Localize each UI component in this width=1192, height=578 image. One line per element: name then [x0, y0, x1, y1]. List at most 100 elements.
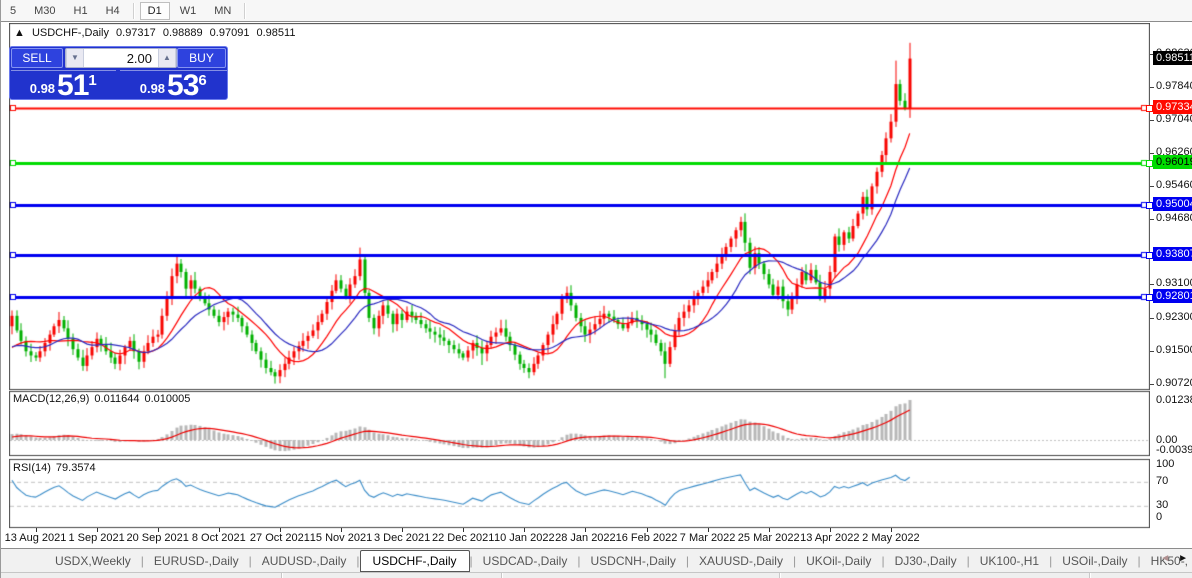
- ohlc-open: 0.97317: [116, 27, 156, 39]
- date-tick-mark: [890, 528, 892, 532]
- macd-axis-label: 0.00: [1156, 434, 1178, 446]
- tab-usdchf-daily[interactable]: USDCHF-,Daily: [359, 549, 470, 572]
- date-label: 3 Dec 2021: [373, 532, 431, 544]
- level-axis-marker: [1146, 104, 1153, 112]
- date-label: 2 May 2022: [862, 532, 920, 544]
- date-label: 28 Jan 2022: [555, 532, 616, 544]
- tab-uk100-h1[interactable]: UK100-,H1: [979, 553, 1040, 568]
- date-label: 1 Sep 2021: [68, 532, 125, 544]
- tab-separator: |: [881, 553, 885, 568]
- tab-separator: |: [577, 553, 581, 568]
- status-separator: [1089, 573, 1091, 578]
- ohlc-close: 0.98511: [256, 27, 296, 39]
- level-price-box: 0.92801: [1153, 288, 1192, 303]
- status-strip: [1, 572, 1192, 578]
- date-label: 20 Sep 2021: [126, 532, 189, 544]
- price-tick-mark: [1150, 383, 1154, 385]
- ohlc-high: 0.98889: [162, 27, 203, 39]
- date-tick-mark: [646, 528, 648, 532]
- level-axis-marker: [1146, 202, 1153, 209]
- date-tick-mark: [463, 528, 465, 532]
- macd-axis-label: 0.012387: [1156, 394, 1192, 406]
- tab-eurusd-daily[interactable]: EURUSD-,Daily: [153, 553, 239, 568]
- sell-price[interactable]: 0.98 51 1: [11, 69, 116, 102]
- status-separator: [281, 573, 283, 578]
- status-separator: [779, 573, 781, 578]
- tab-ukoil-daily[interactable]: UKOil-,Daily: [806, 553, 872, 568]
- tab-scroll-buttons: ◄ ►: [1160, 551, 1188, 567]
- date-label: 25 Mar 2022: [737, 532, 800, 544]
- date-tick-mark: [279, 528, 281, 532]
- price-tick-label: 0.97840: [1156, 79, 1192, 92]
- one-click-trading-panel: SELL ▼ 2.00 ▲ BUY 0.98 51 1 0.98 53 6: [9, 46, 228, 102]
- tab-separator: |: [248, 553, 252, 568]
- timeframe-button-h4[interactable]: H4: [105, 4, 120, 17]
- chart-canvas[interactable]: [9, 23, 1150, 529]
- symbol-title: USDCHF-,Daily: [31, 27, 109, 39]
- level-price-box: 0.96019: [1153, 154, 1192, 169]
- tab-separator: |: [685, 553, 689, 568]
- timeframe-button-5[interactable]: 5: [10, 4, 17, 17]
- tab-dj30-daily[interactable]: DJ30-,Daily: [894, 553, 957, 568]
- level-axis-marker: [1146, 293, 1153, 301]
- timeframe-button-w1[interactable]: W1: [179, 4, 197, 17]
- buy-price-base: 0.98: [139, 81, 166, 96]
- price-tick-label: 0.90720: [1156, 376, 1192, 389]
- tab-usdcad-daily[interactable]: USDCAD-,Daily: [482, 553, 568, 568]
- volume-input[interactable]: 2.00: [126, 51, 152, 66]
- date-label: 16 Feb 2022: [615, 532, 678, 544]
- date-tick-mark: [402, 528, 404, 532]
- tab-xauusd-daily[interactable]: XAUUSD-,Daily: [698, 553, 783, 568]
- sell-price-base: 0.98: [29, 81, 56, 96]
- buy-price[interactable]: 0.98 53 6: [119, 69, 227, 102]
- tab-separator: |: [966, 553, 970, 568]
- price-tick-label: 0.93100: [1156, 277, 1192, 290]
- price-tick-mark: [1150, 218, 1154, 220]
- tab-separator: |: [1049, 553, 1053, 568]
- ohlc-low: 0.97091: [209, 27, 250, 39]
- price-tick-mark: [1150, 351, 1154, 353]
- date-tick-mark: [35, 528, 37, 532]
- volume-control: ▼ 2.00 ▲: [65, 48, 177, 68]
- tab-scroll-right-icon[interactable]: ►: [1178, 553, 1188, 564]
- date-tick-mark: [218, 528, 220, 532]
- price-tick-label: 0.91500: [1156, 344, 1192, 357]
- date-tick-mark: [829, 528, 831, 532]
- timeframe-button-d1[interactable]: D1: [139, 1, 170, 20]
- date-tick-mark: [524, 528, 526, 532]
- price-tick-mark: [1150, 152, 1154, 154]
- level-price-box: 0.95004: [1153, 197, 1192, 211]
- timeframe-button-h1[interactable]: H1: [73, 4, 88, 17]
- price-tick-label: 0.97040: [1156, 112, 1192, 125]
- status-separator: [501, 573, 503, 578]
- tab-scroll-left-icon[interactable]: ◄: [1160, 553, 1171, 564]
- buy-price-point: 6: [198, 72, 207, 89]
- buy-price-pips: 53: [167, 69, 199, 102]
- level-axis-marker: [1146, 251, 1153, 259]
- volume-decrease-icon[interactable]: ▼: [66, 49, 84, 67]
- collapse-panel-icon[interactable]: ▲: [14, 27, 25, 39]
- date-tick-mark: [707, 528, 709, 532]
- tab-hk50[interactable]: HK50-,: [1150, 553, 1189, 568]
- level-axis-marker: [1146, 159, 1153, 167]
- price-tick-label: 0.94680: [1156, 211, 1192, 224]
- tab-usdcnh-daily[interactable]: USDCNH-,Daily: [590, 553, 676, 568]
- price-tick-label: 0.95460: [1156, 178, 1192, 191]
- toolbar-separator: [132, 2, 135, 19]
- volume-increase-icon[interactable]: ▲: [158, 49, 176, 67]
- tab-usdx-weekly[interactable]: USDX,Weekly: [55, 553, 131, 568]
- sell-price-pips: 51: [57, 69, 89, 102]
- sell-price-point: 1: [88, 72, 97, 89]
- buy-button[interactable]: BUY: [177, 48, 226, 68]
- timeframe-button-mn[interactable]: MN: [214, 4, 232, 17]
- timeframe-button-m30[interactable]: M30: [34, 4, 56, 17]
- price-tick-label: 0.96260: [1156, 145, 1192, 158]
- date-tick-mark: [341, 528, 342, 532]
- tab-audusd-daily[interactable]: AUDUSD-,Daily: [261, 553, 347, 568]
- rsi-label: RSI(14) 79.3574: [13, 462, 96, 474]
- chart-header: ▲ USDCHF-,Daily 0.97317 0.98889 0.97091 …: [14, 27, 299, 39]
- sell-button[interactable]: SELL: [11, 48, 63, 68]
- tab-separator: |: [1137, 553, 1141, 568]
- tab-usoil-daily[interactable]: USOil-,Daily: [1062, 553, 1128, 568]
